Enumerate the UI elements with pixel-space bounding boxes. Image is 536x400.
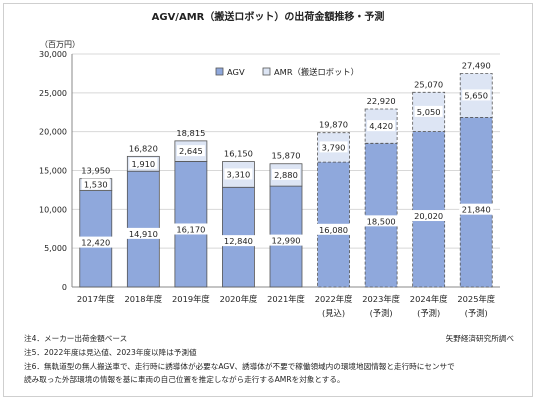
note-5: 注5．2022年度は見込値、2023年度以降は予測値 (24, 348, 197, 357)
data-label-agv: 14,910 (129, 229, 158, 239)
legend-swatch-amr (262, 67, 271, 76)
data-label-agv: 21,840 (462, 205, 491, 215)
data-label-total: 22,920 (367, 96, 396, 106)
data-label-bg (411, 210, 446, 222)
bar-agv (412, 131, 446, 288)
data-label-bg (224, 168, 253, 180)
y-axis-unit-label: （百万円） (40, 40, 80, 49)
legend-swatch-agv (215, 67, 224, 76)
data-label-amr: 5,650 (464, 90, 488, 100)
x-tick-label: 2025年度 (457, 294, 495, 304)
data-label-amr: 2,645 (179, 146, 203, 156)
data-label-total: 16,820 (129, 143, 158, 153)
data-label-total: 25,070 (414, 79, 443, 89)
legend-label-amr: AMR（搬送ロボット） (274, 67, 359, 77)
note-4: 注4．メーカー出荷金額ベース (24, 334, 128, 343)
data-label-bg (364, 215, 399, 227)
data-label-amr: 4,420 (369, 121, 393, 131)
data-label-agv: 18,500 (367, 216, 396, 226)
x-tick-label: 2022年度 (315, 294, 353, 304)
bar-agv (459, 116, 493, 288)
y-tick-label: 20,000 (39, 128, 67, 137)
data-label-bg (81, 178, 110, 190)
data-label-total: 13,950 (81, 166, 110, 176)
chart-frame (3, 3, 533, 397)
note-6-line-1: 注6．無軌道型の無人搬送車で、走行時に誘導体が必要なAGV、誘導体が不要で稼働領… (24, 362, 455, 371)
data-label-amr: 2,880 (274, 170, 298, 180)
data-label-bg (221, 235, 256, 247)
data-label-agv: 16,080 (319, 225, 348, 235)
data-label-amr: 3,310 (227, 169, 251, 179)
data-label-bg (126, 227, 161, 239)
data-label-total: 18,815 (176, 128, 205, 138)
data-label-bg (173, 223, 208, 235)
x-tick-sublabel: (予測) (465, 308, 488, 318)
data-label-bg (78, 236, 113, 248)
data-label-amr: 5,050 (417, 107, 441, 117)
y-tick-label: 30,000 (39, 50, 67, 59)
data-label-total: 27,490 (462, 60, 491, 70)
data-label-agv: 12,420 (81, 238, 110, 248)
data-label-bg (272, 168, 300, 180)
x-tick-sublabel: (予測) (370, 308, 393, 318)
data-label-bg (129, 157, 158, 169)
data-label-bg (316, 223, 351, 235)
data-label-agv: 20,020 (414, 211, 443, 221)
data-label-bg (414, 105, 443, 117)
y-tick-label: 15,000 (39, 167, 67, 176)
data-label-agv: 12,840 (224, 236, 253, 246)
x-tick-label: 2024年度 (410, 294, 448, 304)
data-label-bg (367, 120, 396, 132)
data-label-bg (176, 145, 205, 157)
y-tick-label: 0 (62, 283, 67, 292)
data-label-agv: 16,170 (176, 224, 205, 234)
legend-label-agv: AGV (227, 67, 245, 77)
data-label-total: 16,150 (224, 149, 253, 159)
x-tick-sublabel: (予測) (417, 308, 440, 318)
data-label-bg (459, 203, 494, 215)
data-label-amr: 1,910 (131, 159, 155, 169)
x-tick-label: 2018年度 (124, 294, 162, 304)
data-label-bg (319, 141, 348, 153)
y-tick-label: 5,000 (44, 244, 67, 253)
x-tick-label: 2021年度 (267, 294, 305, 304)
note-6-line-2: 読み取った外部環境の情報を基に車両の自己位置を推定しながら走行するAMRを対象と… (24, 375, 345, 384)
data-label-bg (462, 89, 491, 101)
data-label-bg (269, 234, 303, 246)
x-tick-label: 2023年度 (362, 294, 400, 304)
data-label-agv: 12,990 (271, 236, 300, 246)
data-label-amr: 3,790 (322, 142, 346, 152)
data-label-total: 19,870 (319, 120, 348, 130)
source-label: 矢野経済研究所調べ (445, 334, 514, 343)
y-tick-label: 25,000 (39, 89, 67, 98)
data-label-total: 15,870 (271, 151, 300, 161)
x-tick-label: 2019年度 (172, 294, 210, 304)
bar-agv (364, 142, 398, 288)
chart-title: AGV/AMR（搬送ロボット）の出荷金額推移・予測 (151, 12, 385, 23)
data-label-amr: 1,530 (84, 180, 108, 190)
x-tick-label: 2017年度 (77, 294, 115, 304)
y-tick-label: 10,000 (39, 205, 67, 214)
x-tick-label: 2020年度 (220, 294, 258, 304)
x-tick-sublabel: (見込) (322, 308, 345, 318)
